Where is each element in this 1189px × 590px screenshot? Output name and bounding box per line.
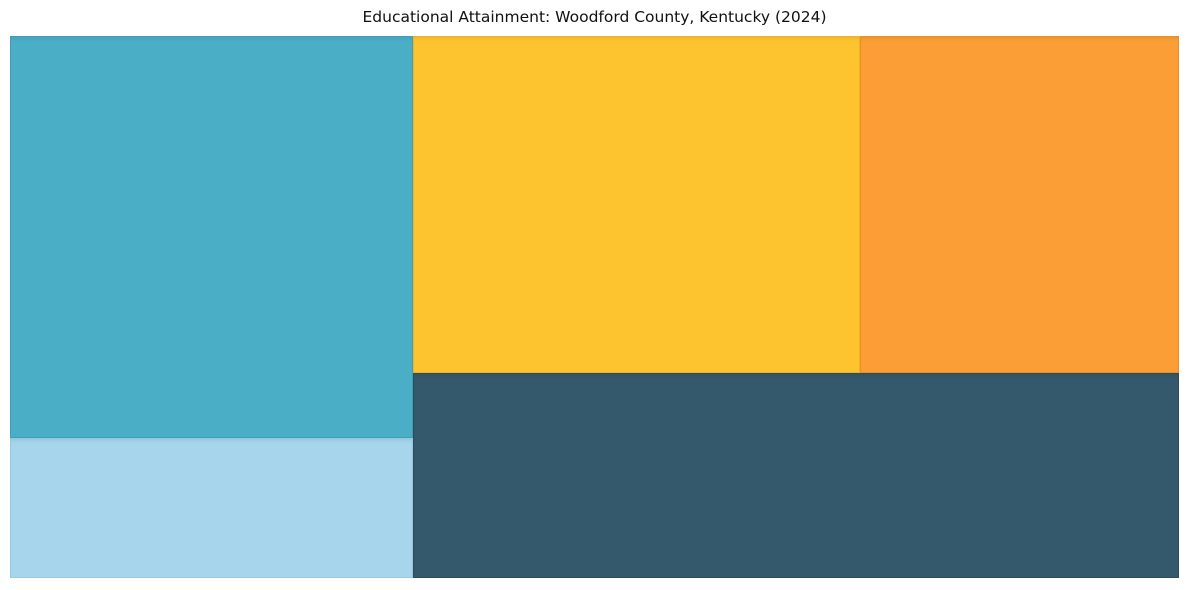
chart-title: Educational Attainment: Woodford County,…	[362, 8, 827, 26]
treemap-plot	[10, 36, 1179, 578]
treemap-tile-yellow	[412, 36, 860, 373]
treemap-tile-teal	[10, 36, 413, 438]
treemap-tile-orange	[859, 36, 1179, 373]
treemap-tile-light-blue	[10, 438, 413, 578]
treemap-tile-dark-slate	[412, 373, 1179, 578]
